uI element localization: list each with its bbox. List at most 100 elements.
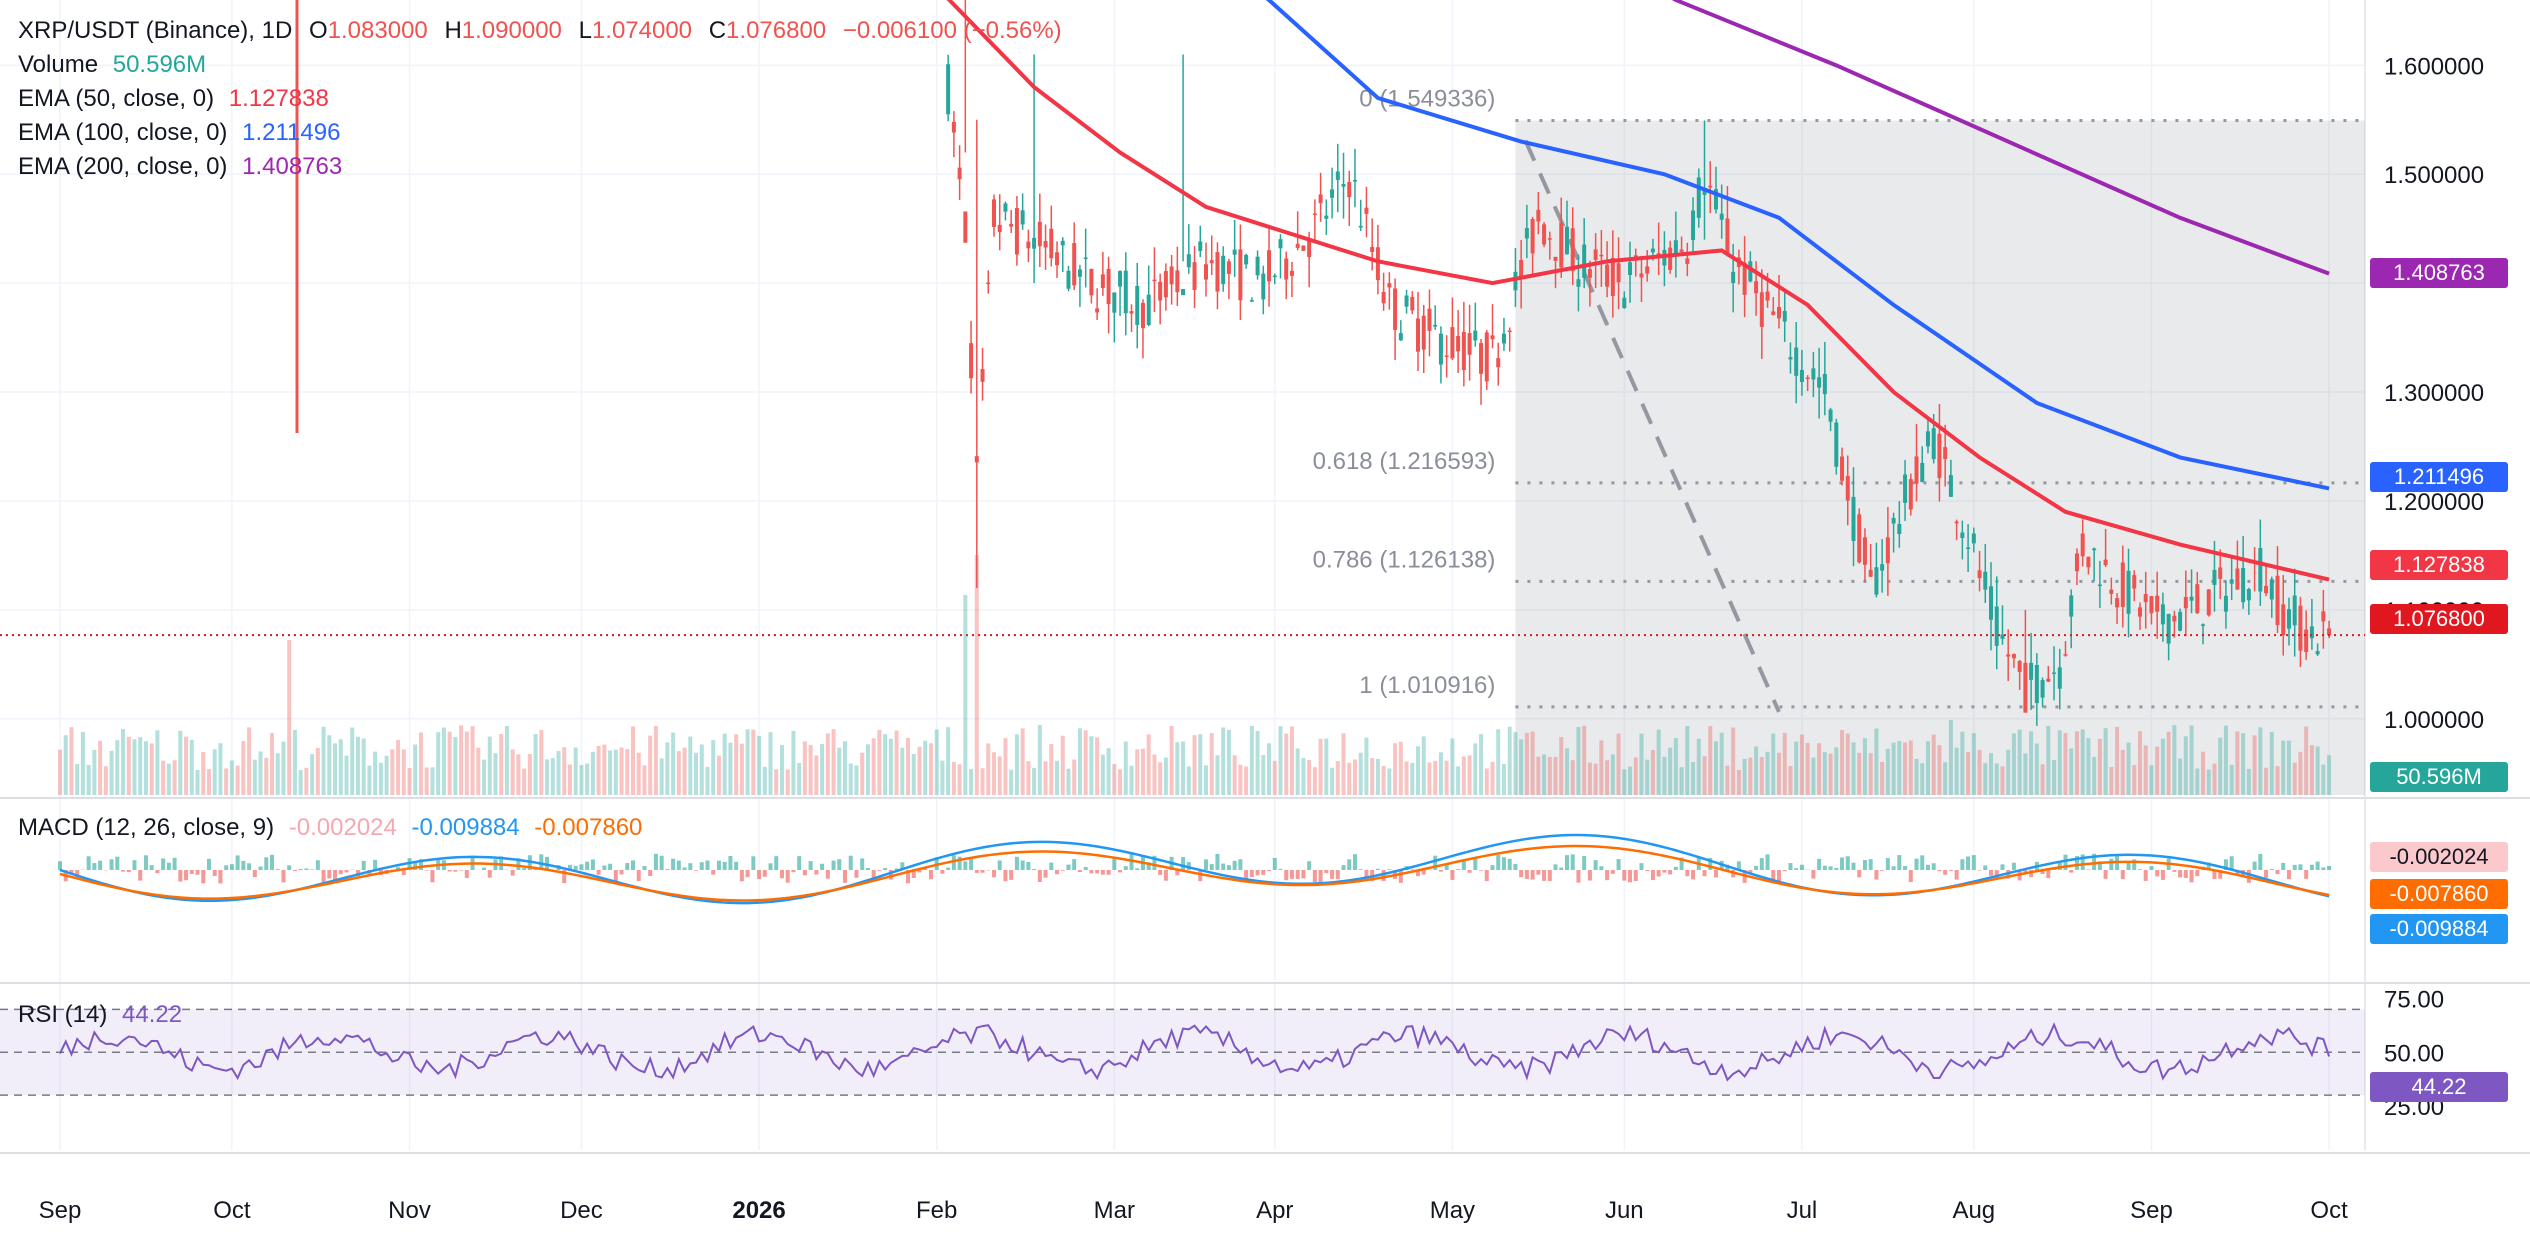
volume-bar bbox=[115, 740, 120, 795]
macd-hist-bar bbox=[1891, 866, 1896, 870]
macd-hist-bar bbox=[315, 860, 320, 870]
macd-hist-bar bbox=[155, 870, 160, 874]
candle-body bbox=[1438, 333, 1443, 365]
macd-hist-bar bbox=[1874, 870, 1879, 880]
low-value: 1.074000 bbox=[591, 17, 693, 44]
volume-bar bbox=[166, 763, 171, 795]
volume-bar bbox=[1014, 734, 1019, 795]
macd-hist-bar bbox=[602, 865, 607, 870]
volume-bar bbox=[1501, 763, 1506, 795]
volume-bar bbox=[143, 741, 148, 795]
macd-hist-bar bbox=[1593, 860, 1598, 870]
macd-hist-bar bbox=[590, 859, 595, 870]
volume-bar bbox=[1066, 768, 1071, 795]
volume-bar bbox=[711, 740, 716, 795]
macd-hist-bar bbox=[92, 863, 97, 870]
volume-bar bbox=[436, 732, 441, 795]
candle-body bbox=[1461, 331, 1466, 371]
volume-bar bbox=[1507, 726, 1512, 795]
volume-bar bbox=[1943, 762, 1948, 795]
volume-bar bbox=[843, 741, 848, 795]
macd-hist-bar bbox=[573, 865, 578, 870]
rsi-line bbox=[59, 1022, 2331, 1082]
volume-bar bbox=[1530, 731, 1535, 795]
volume-bar bbox=[424, 767, 429, 795]
macd-hist-bar bbox=[333, 870, 338, 882]
macd-hist-bar bbox=[808, 861, 813, 870]
candle-body bbox=[2092, 548, 2097, 551]
candle-body bbox=[1822, 373, 1827, 395]
macd-hist-bar bbox=[281, 870, 286, 883]
macd-hist-bar bbox=[2063, 854, 2068, 870]
macd-legend: MACD (12, 26, close, 9) -0.002024 -0.009… bbox=[18, 813, 642, 843]
volume-bar bbox=[1966, 751, 1971, 795]
candle-body bbox=[2235, 568, 2240, 590]
volume-bar bbox=[1255, 730, 1260, 795]
macd-hist-bar bbox=[1542, 870, 1547, 881]
volume-bar bbox=[1954, 747, 1959, 795]
volume-bar bbox=[1582, 725, 1587, 795]
macd-hist-bar bbox=[86, 856, 91, 870]
rsi-legend-value: 44.22 bbox=[122, 1001, 183, 1028]
macd-hist-bar bbox=[1960, 859, 1965, 870]
volume-bar bbox=[1003, 738, 1008, 795]
volume-bar bbox=[1765, 751, 1770, 795]
candle-body bbox=[1226, 261, 1231, 274]
volume-bar bbox=[2109, 766, 2114, 795]
volume-bar bbox=[1438, 752, 1443, 795]
macd-hist-bar bbox=[1267, 870, 1272, 872]
volume-bar bbox=[1135, 749, 1140, 795]
macd-hist-bar bbox=[1817, 858, 1822, 870]
volume-bar bbox=[1645, 759, 1650, 795]
macd-hist-bar bbox=[298, 868, 303, 870]
macd-hist-bar bbox=[344, 870, 349, 873]
volume-bar bbox=[883, 734, 888, 795]
macd-hist-bar bbox=[694, 870, 699, 871]
macd-hist-bar bbox=[1702, 870, 1707, 877]
macd-hist-bar bbox=[814, 870, 819, 875]
macd-hist-bar bbox=[1989, 870, 1994, 876]
time-tick-label: Jun bbox=[1605, 1197, 1644, 1224]
candle-body bbox=[2309, 626, 2314, 639]
macd-hist-bar bbox=[2023, 870, 2028, 873]
volume-bar bbox=[86, 764, 91, 795]
macd-hist-bar bbox=[1060, 870, 1065, 871]
macd-hist-bar bbox=[166, 862, 171, 870]
macd-hist-bar bbox=[1633, 870, 1638, 882]
macd-hist-bar bbox=[1943, 870, 1948, 875]
ema200-price-tag: 1.408763 bbox=[2370, 258, 2508, 288]
candle-body bbox=[951, 121, 956, 133]
candle-body bbox=[1158, 281, 1163, 301]
volume-bar bbox=[2218, 737, 2223, 795]
candle-body bbox=[1003, 203, 1008, 212]
volume-bar bbox=[2304, 726, 2309, 795]
volume-bar bbox=[1759, 757, 1764, 795]
candle-body bbox=[2069, 595, 2074, 617]
candle-body bbox=[1444, 355, 1449, 358]
volume-bar bbox=[1564, 748, 1569, 795]
volume-bar bbox=[865, 744, 870, 795]
volume-bar bbox=[75, 764, 80, 795]
volume-bar bbox=[1192, 735, 1197, 795]
time-tick-label: May bbox=[1430, 1197, 1475, 1224]
volume-bar bbox=[579, 765, 584, 795]
candle-body bbox=[1163, 271, 1168, 298]
macd-hist-bar bbox=[1559, 867, 1564, 870]
macd-hist-bar bbox=[1673, 866, 1678, 870]
volume-bar bbox=[774, 769, 779, 795]
volume-bar bbox=[482, 759, 487, 795]
macd-hist-bar bbox=[917, 870, 922, 873]
candle-body bbox=[1983, 571, 1988, 590]
volume-bar bbox=[206, 769, 211, 795]
macd-hist-bar bbox=[774, 856, 779, 870]
macd-hist-bar bbox=[2321, 867, 2326, 870]
macd-hist-bar bbox=[109, 859, 114, 870]
macd-hist-bar bbox=[1330, 870, 1335, 879]
macd-hist-bar bbox=[997, 860, 1002, 870]
volume-label: Volume bbox=[18, 51, 99, 78]
macd-hist-bar bbox=[631, 860, 635, 870]
volume-bar bbox=[1513, 732, 1518, 795]
volume-bar bbox=[1662, 756, 1667, 795]
candle-body bbox=[2011, 653, 2016, 659]
